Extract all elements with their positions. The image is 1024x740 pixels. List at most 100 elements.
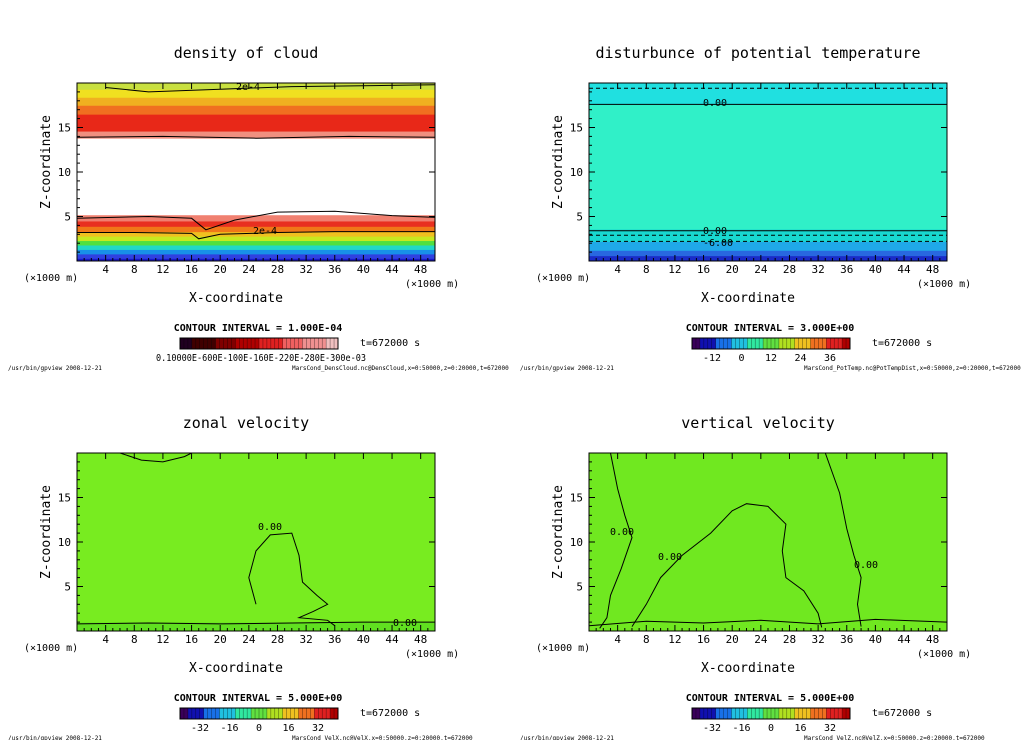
field-band-5 [77,236,435,242]
footer-right: MarsCond_VelX.nc@VelX,x=0:50000,z=0:2000… [292,735,473,740]
contour-line-3 [105,84,435,93]
colorbar-swatch [219,338,224,349]
chart-title: disturbunce of potential temperature [595,44,920,62]
colorbar-swatch [310,708,315,719]
x-tick-label: 20 [726,633,739,646]
y-tick-label: 10 [58,166,71,179]
colorbar-swatch [818,708,823,719]
colorbar-swatch [259,338,264,349]
chart-title: density of cloud [174,44,319,62]
footer-right: MarsCond_PotTemp.nc@PotTempDist,x=0:5000… [804,365,1021,372]
field-band-3 [77,244,435,250]
colorbar-label: -16 [732,723,750,734]
colorbar-swatch [818,338,823,349]
x-tick-label: 40 [357,633,370,646]
colorbar-swatch [830,708,835,719]
contour-line-1 [77,210,435,231]
contour-interval: CONTOUR INTERVAL = 5.000E+00 [686,693,855,704]
colorbar-label: -32 [191,723,209,734]
x-tick-label: 8 [643,633,650,646]
colorbar-swatch [180,338,185,349]
colorbar-swatch [711,708,716,719]
colorbar-frame [179,337,339,350]
field-band-16 [77,83,435,90]
colorbar-swatch [810,708,815,719]
x-tick-label: 20 [726,263,739,276]
colorbar-label: 16 [282,723,294,734]
contour-line-1 [248,532,336,627]
colorbar-swatch [711,338,716,349]
colorbar-swatch [703,338,709,349]
colorbar-swatch [298,338,303,349]
chart-panel-2: disturbunce of potential temperature 0.00… [520,44,1021,372]
x-tick-label: 44 [897,633,911,646]
colorbar-swatch [846,708,851,719]
colorbar-label: -32 [703,723,721,734]
colorbar-swatch [243,708,248,719]
colorbar-swatch [231,708,236,719]
colorbar-swatch [203,708,208,719]
colorbar-swatch [790,708,795,719]
x-tick-label: 40 [869,633,882,646]
colorbar-swatch [235,338,240,349]
time-stamp: t=672000 s [360,338,420,349]
colorbar-swatch [215,708,220,719]
x-unit-left: (×1000 m) [24,273,78,284]
colorbar-label: 0 [256,723,262,734]
colorbar-swatch [731,338,736,349]
colorbar-swatch [314,708,319,719]
colorbar-swatch [195,708,201,719]
colorbar-swatch [763,338,768,349]
field-band-8 [77,220,435,227]
x-tick-label: 12 [668,633,681,646]
time-stamp: t=672000 s [360,708,420,719]
colorbar-swatch [318,708,323,719]
footer-left: /usr/bin/gpview 2008-12-21 [8,365,102,372]
field-band-4 [589,104,947,230]
footer-left: /usr/bin/gpview 2008-12-21 [520,735,614,740]
colorbar-swatch [195,338,201,349]
colorbar-frame [691,337,851,350]
colorbar-swatch [751,338,756,349]
field-band-0 [77,622,435,631]
x-tick-label: 28 [271,263,284,276]
y-tick-label: 10 [570,166,583,179]
x-tick-label: 40 [869,263,882,276]
x-tick-label: 12 [668,263,681,276]
colorbar-swatch [810,338,815,349]
field-band-2 [77,249,435,255]
x-tick-label: 48 [926,263,939,276]
colorbar-swatch [715,708,720,719]
colorbar-swatch [782,708,788,719]
y-axis-label: Z-coordinate [39,115,54,209]
x-unit-left: (×1000 m) [536,273,590,284]
x-unit-left: (×1000 m) [24,643,78,654]
colorbar-swatch [255,708,260,719]
field-band-0 [589,453,947,631]
chart-title: zonal velocity [183,414,309,432]
plot-area [77,453,435,631]
colorbar-swatch [822,708,827,719]
field-band-11 [77,131,435,139]
colorbar-label: 24 [794,353,806,364]
colorbar-swatch [326,338,331,349]
colorbar-swatch [727,338,732,349]
colorbar-swatch [183,338,189,349]
colorbar-swatch [302,708,307,719]
colorbar-swatch [838,338,843,349]
y-tick-label: 15 [58,122,71,135]
colorbar-swatch [695,708,701,719]
colorbar-swatch [842,338,847,349]
y-tick-label: 5 [576,211,583,224]
x-tick-label: 20 [214,633,227,646]
field-band-7 [77,226,435,233]
colorbar-label: 0.10000E-600E-100E-160E-220E-280E-300e-0… [156,353,366,364]
colorbar-swatch [767,708,772,719]
colorbar-swatch [830,338,835,349]
colorbar-swatch [692,338,697,349]
colorbar-swatch [743,338,748,349]
field-band-9 [77,214,435,222]
colorbar-swatch [755,708,760,719]
